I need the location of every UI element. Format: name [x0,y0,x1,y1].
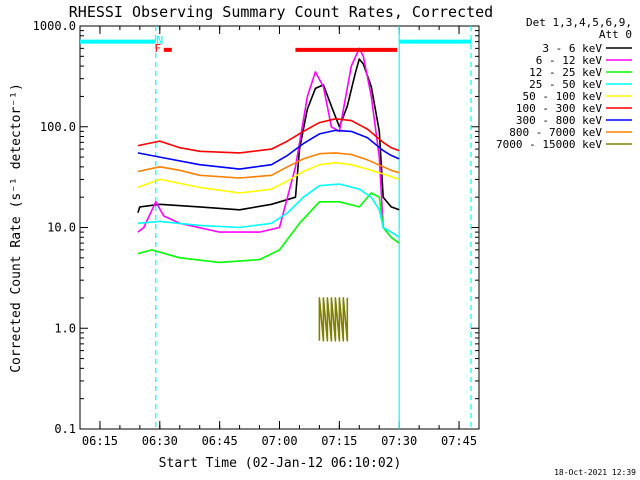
chart-title: RHESSI Observing Summary Count Rates, Co… [69,3,493,21]
y-tick-label: 1000.0 [33,19,76,33]
x-axis-label: Start Time (02-Jan-12 06:10:02) [159,456,402,471]
legend-label: 50 - 100 keV [523,90,603,103]
x-tick-label: 07:45 [441,434,477,448]
series-line-1 [137,47,400,244]
legend-label: 25 - 50 keV [529,78,602,91]
legend-label: 6 - 12 keV [536,54,603,67]
y-axis-label: Corrected Count Rate (s⁻¹ detector⁻¹) [9,83,24,373]
series-line-4 [137,161,400,194]
series-line-3 [137,183,400,238]
x-tick-label: 07:00 [261,434,297,448]
legend-label: 12 - 25 keV [529,66,602,79]
x-tick-label: 06:30 [142,434,178,448]
x-tick-label: 07:30 [381,434,417,448]
legend-header-line-2: Att 0 [599,28,632,41]
legend-label: 7000 - 15000 keV [496,138,602,151]
series-line-8 [318,297,349,342]
y-tick-label: 10.0 [47,221,76,235]
y-tick-label: 1.0 [54,321,76,335]
series-line-7 [137,152,400,179]
series-line-5 [137,118,400,154]
legend-header-line-1: Det 1,3,4,5,6,9, [526,16,632,29]
series-line-0 [137,58,400,214]
series-line-2 [137,192,400,264]
legend-label: 300 - 800 keV [516,114,602,127]
y-tick-label: 0.1 [54,422,76,436]
legend-label: 3 - 6 keV [542,42,602,55]
annotation-label: N [156,34,163,47]
y-tick-label: 100.0 [40,120,76,134]
x-tick-label: 07:15 [321,434,357,448]
footer-timestamp: 18-Oct-2021 12:39 [554,468,636,477]
legend-label: 100 - 300 keV [516,102,602,115]
series-line-6 [137,129,400,170]
x-tick-label: 06:15 [82,434,118,448]
annotation-label: F [154,42,161,55]
x-tick-label: 06:45 [202,434,238,448]
legend-label: 800 - 7000 keV [509,126,602,139]
